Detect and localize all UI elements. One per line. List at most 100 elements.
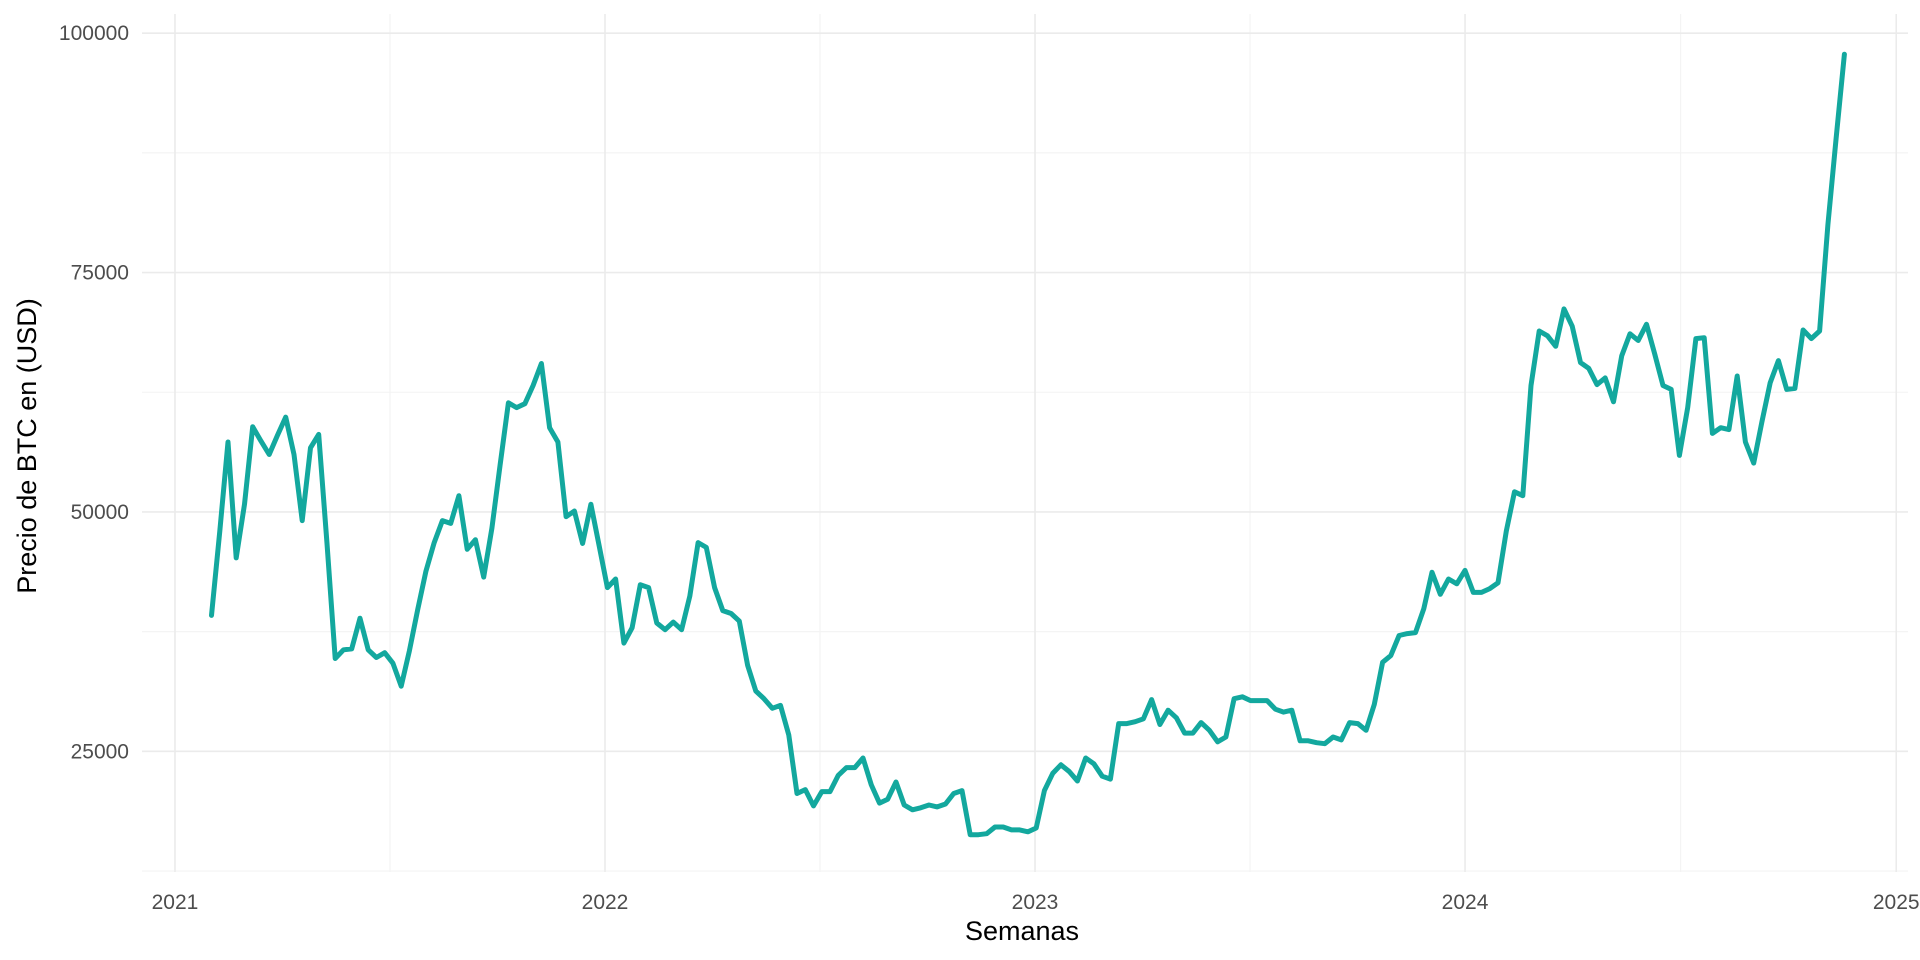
data-point	[1232, 697, 1236, 701]
data-point	[325, 542, 329, 546]
data-point	[1743, 440, 1747, 444]
data-point	[1570, 324, 1574, 328]
data-point	[762, 697, 766, 701]
data-point	[1141, 717, 1145, 721]
data-point	[1537, 329, 1541, 333]
data-point	[1768, 381, 1772, 385]
data-point	[226, 440, 230, 444]
x-tick-label: 2025	[1873, 891, 1920, 914]
data-point	[1669, 387, 1673, 391]
x-axis-title: Semanas	[965, 916, 1079, 946]
data-point	[1133, 720, 1137, 724]
data-point	[498, 463, 502, 467]
data-point	[506, 401, 510, 405]
data-point	[1521, 494, 1525, 498]
data-point	[1364, 728, 1368, 732]
data-point	[383, 651, 387, 655]
data-point	[490, 526, 494, 530]
data-point	[1397, 634, 1401, 638]
data-point	[1026, 830, 1030, 834]
data-point	[655, 621, 659, 625]
data-point	[523, 402, 527, 406]
data-point	[1067, 770, 1071, 774]
data-point	[1826, 223, 1830, 227]
data-point	[1174, 716, 1178, 720]
data-point	[1075, 779, 1079, 783]
data-point	[1661, 384, 1665, 388]
data-point	[1356, 722, 1360, 726]
data-point	[1108, 777, 1112, 781]
data-point	[845, 766, 849, 770]
data-point	[911, 808, 915, 812]
data-point	[333, 657, 337, 661]
data-point	[1018, 828, 1022, 832]
data-point	[878, 801, 882, 805]
data-point	[803, 788, 807, 792]
data-point	[1620, 354, 1624, 358]
data-point	[358, 616, 362, 620]
data-point	[1513, 490, 1517, 494]
x-tick-label: 2024	[1442, 891, 1489, 914]
data-point	[276, 433, 280, 437]
data-point	[812, 804, 816, 808]
data-point	[894, 780, 898, 784]
data-point	[1290, 708, 1294, 712]
data-point	[1496, 581, 1500, 585]
x-tick-label: 2021	[152, 891, 199, 914]
data-point	[1207, 728, 1211, 732]
data-point	[746, 663, 750, 667]
data-point	[1100, 774, 1104, 778]
data-point	[1438, 592, 1442, 596]
data-point	[696, 541, 700, 545]
x-tick-label: 2022	[582, 891, 629, 914]
data-point	[828, 790, 832, 794]
data-point	[985, 832, 989, 836]
data-point	[1447, 577, 1451, 581]
data-point	[564, 515, 568, 519]
data-point	[1636, 339, 1640, 343]
data-point	[861, 756, 865, 760]
data-point	[1463, 568, 1467, 572]
data-point	[622, 641, 626, 645]
data-point	[391, 661, 395, 665]
data-point	[1455, 582, 1459, 586]
data-point	[1702, 336, 1706, 340]
data-point	[1818, 329, 1822, 333]
data-point	[1480, 590, 1484, 594]
data-point	[1793, 386, 1797, 390]
data-point	[350, 647, 354, 651]
data-point	[1183, 731, 1187, 735]
data-point	[218, 529, 222, 533]
data-point	[473, 538, 477, 542]
y-tick-label: 75000	[71, 262, 129, 285]
data-point	[944, 802, 948, 806]
data-point	[795, 792, 799, 796]
x-axis-tick-labels: 2021 2022 2023 2024 2025	[152, 891, 1920, 914]
data-point	[1579, 361, 1583, 365]
data-point	[935, 805, 939, 809]
data-point	[589, 502, 593, 506]
data-point	[1686, 406, 1690, 410]
data-point	[1306, 739, 1310, 743]
data-point	[853, 766, 857, 770]
data-point	[820, 790, 824, 794]
y-tick-label: 100000	[59, 22, 129, 45]
data-point	[737, 619, 741, 623]
data-point	[572, 509, 576, 513]
data-point	[1092, 762, 1096, 766]
data-point	[1710, 431, 1714, 435]
data-point	[300, 519, 304, 523]
data-point	[1125, 722, 1129, 726]
data-point	[977, 833, 981, 837]
data-point	[1051, 771, 1055, 775]
data-point	[614, 577, 618, 581]
data-point	[1298, 739, 1302, 743]
data-point	[968, 833, 972, 837]
data-point	[1719, 426, 1723, 430]
data-point	[713, 586, 717, 590]
x-tick-label: 2023	[1012, 891, 1059, 914]
data-point	[952, 792, 956, 796]
data-point	[754, 689, 758, 693]
data-point	[1224, 735, 1228, 739]
data-point	[457, 494, 461, 498]
